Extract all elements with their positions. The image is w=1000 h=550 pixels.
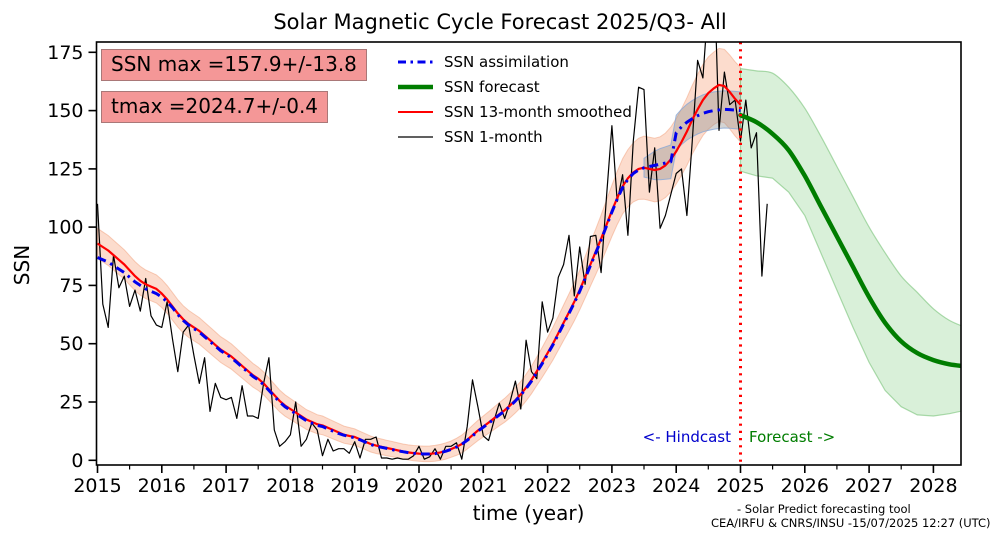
footer-tool-name: - Solar Predict forecasting tool [737, 502, 911, 516]
forecast-label: Forecast -> [749, 428, 836, 446]
series-ssn-forecast [738, 112, 961, 369]
y-tick-label: 175 [47, 42, 83, 64]
x-tick-label: 2025 [716, 475, 764, 497]
legend-label: SSN 13-month smoothed [444, 102, 632, 121]
legend: SSN assimilation SSN forecast SSN 13-month… [397, 49, 632, 149]
x-tick-label: 2028 [909, 475, 957, 497]
axes-frame [95, 41, 962, 466]
x-tick-label: 2018 [266, 475, 314, 497]
hindcast-label: <- Hindcast [642, 428, 731, 446]
legend-item: SSN assimilation [397, 49, 632, 74]
tmax-annotation-box: tmax =2024.7+/-0.4 [101, 91, 329, 123]
legend-line-sample [398, 60, 433, 63]
x-tick-label: 2019 [331, 475, 379, 497]
legend-item: SSN 1-month [397, 124, 632, 149]
x-tick-label: 2027 [845, 475, 893, 497]
x-axis-label: time (year) [472, 501, 585, 525]
y-tick-label: 125 [47, 158, 83, 180]
legend-label: SSN assimilation [444, 52, 569, 71]
y-axis-label: SSN [10, 244, 34, 286]
x-tick-label: 2020 [395, 475, 443, 497]
legend-line-sample [398, 135, 433, 138]
y-tick-label: 25 [59, 392, 83, 414]
ssn-max-annotation-box: SSN max =157.9+/-13.8 [101, 49, 367, 81]
x-tick-label: 2023 [588, 475, 636, 497]
x-tick-label: 2017 [202, 475, 250, 497]
y-tick-label: 100 [47, 217, 83, 239]
x-tick-label: 2024 [652, 475, 700, 497]
chart-title: Solar Magnetic Cycle Forecast 2025/Q3- A… [273, 10, 727, 34]
y-tick-label: 150 [47, 100, 83, 122]
x-tick-label: 2016 [138, 475, 186, 497]
x-tick-label: 2026 [781, 475, 829, 497]
y-tick-label: 50 [59, 333, 83, 355]
legend-line-sample [398, 110, 433, 113]
x-tick-label: 2022 [523, 475, 571, 497]
x-tick-label: 2021 [459, 475, 507, 497]
plot-area [96, 42, 961, 465]
legend-item: SSN 13-month smoothed [397, 99, 632, 124]
footer-credit-timestamp: CEA/IRFU & CNRS/INSU -15/07/2025 12:27 (… [711, 516, 991, 530]
y-tick-label: 75 [59, 275, 83, 297]
legend-item: SSN forecast [397, 74, 632, 99]
legend-line-sample [398, 84, 433, 89]
x-tick-label: 2015 [73, 475, 121, 497]
legend-label: SSN 1-month [444, 127, 543, 146]
forecast-uncertainty-band [739, 67, 961, 417]
legend-label: SSN forecast [444, 77, 540, 96]
y-tick-label: 0 [71, 450, 83, 472]
series-ssn-assimilation [96, 107, 741, 456]
